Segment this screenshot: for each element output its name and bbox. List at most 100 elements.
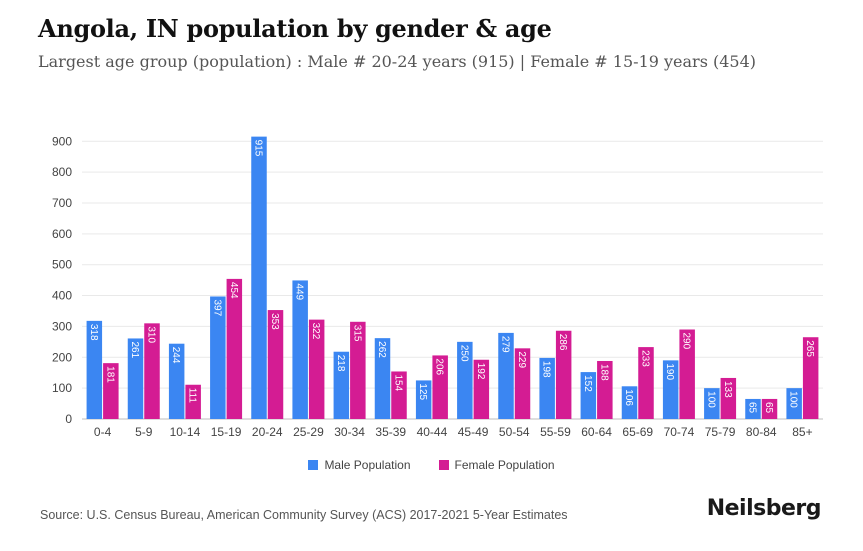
bar-female [308, 319, 325, 419]
legend-label-female: Female Population [454, 458, 555, 472]
bar-value-label-female: 154 [393, 374, 404, 391]
bar-male [662, 360, 679, 419]
y-tick-label: 0 [65, 412, 72, 426]
bar-value-label-male: 244 [170, 347, 181, 364]
bar-female [597, 360, 613, 419]
y-tick-label: 400 [52, 289, 72, 303]
y-tick-label: 600 [52, 227, 72, 241]
bar-value-label-female: 65 [763, 402, 774, 414]
x-tick-label: 85+ [792, 425, 812, 439]
bar-male [621, 386, 638, 419]
bar-male [251, 136, 267, 419]
bar-female [185, 384, 201, 419]
bar-value-label-male: 152 [582, 375, 593, 392]
legend-item-male: Male Population [308, 458, 411, 472]
bar-female [555, 330, 572, 419]
x-tick-label: 15-19 [211, 425, 242, 439]
y-tick-label: 700 [52, 196, 72, 210]
y-tick-label: 500 [52, 258, 72, 272]
chart-title: Angola, IN population by gender & age [38, 14, 552, 43]
y-tick-label: 100 [52, 381, 72, 395]
x-tick-label: 60-64 [581, 425, 612, 439]
bar-female [103, 363, 119, 419]
x-tick-label: 30-34 [334, 425, 365, 439]
bar-value-label-male: 218 [335, 355, 346, 372]
bar-female [432, 355, 448, 419]
bar-value-label-female: 206 [434, 358, 445, 375]
bar-female [514, 348, 531, 419]
bar-female [391, 371, 407, 419]
bar-chart: 0 100 200 300 400 500 600 700 800 900 318 181 0-4 261… [52, 134, 823, 439]
bar-male [704, 388, 720, 419]
bar-value-label-male: 250 [458, 345, 469, 362]
legend-label-male: Male Population [324, 458, 411, 472]
x-tick-label: 50-54 [499, 425, 530, 439]
bar-male [457, 341, 473, 419]
bar-male [498, 332, 514, 419]
y-tick-label: 200 [52, 350, 72, 364]
bar-male [374, 338, 391, 419]
bar-male [745, 398, 761, 419]
bar-value-label-male: 100 [705, 391, 716, 408]
chart-legend: Male Population Female Population [0, 458, 863, 472]
bar-male [210, 296, 226, 419]
x-tick-label: 5-9 [135, 425, 153, 439]
bar-female [638, 347, 654, 419]
bar-male [786, 388, 802, 419]
bar-female [679, 329, 695, 419]
bar-female [226, 278, 243, 419]
x-tick-label: 10-14 [170, 425, 201, 439]
bar-value-label-female: 286 [557, 334, 568, 351]
bar-value-label-male: 261 [129, 341, 140, 358]
x-tick-label: 35-39 [375, 425, 406, 439]
bar-value-label-female: 233 [640, 350, 651, 367]
bar-female [350, 321, 366, 419]
bar-value-label-female: 188 [598, 364, 609, 381]
bar-female [473, 359, 490, 419]
bar-value-label-male: 915 [253, 140, 264, 157]
bar-female [267, 310, 284, 419]
x-tick-label: 55-59 [540, 425, 571, 439]
bar-value-label-female: 133 [722, 381, 733, 398]
bar-value-label-male: 106 [623, 389, 634, 406]
bar-male [86, 320, 103, 419]
bar-value-label-male: 318 [88, 324, 99, 341]
legend-swatch-female [438, 460, 449, 470]
bar-value-label-male: 262 [376, 341, 387, 358]
bar-value-label-female: 353 [269, 313, 280, 330]
bar-value-label-male: 397 [211, 299, 222, 316]
bar-male [415, 380, 432, 419]
bar-value-label-female: 454 [228, 282, 239, 299]
bar-value-label-female: 111 [187, 388, 198, 404]
chart-subtitle: Largest age group (population) : Male # … [38, 52, 757, 71]
x-tick-label: 65-69 [622, 425, 653, 439]
bar-value-label-female: 192 [475, 363, 486, 380]
x-tick-label: 45-49 [458, 425, 489, 439]
x-tick-label: 20-24 [252, 425, 283, 439]
bar-value-label-male: 449 [294, 283, 305, 300]
y-tick-label: 800 [52, 165, 72, 179]
bar-value-label-female: 181 [104, 366, 115, 383]
bar-male [168, 343, 185, 419]
bar-male [292, 280, 308, 419]
x-tick-label: 25-29 [293, 425, 324, 439]
bar-value-label-female: 290 [681, 333, 692, 350]
bar-value-label-female: 310 [146, 326, 157, 343]
x-tick-label: 0-4 [94, 425, 112, 439]
bar-value-label-female: 315 [351, 325, 362, 342]
x-tick-label: 40-44 [417, 425, 448, 439]
x-tick-label: 70-74 [664, 425, 695, 439]
bar-value-label-female: 322 [310, 323, 321, 340]
legend-item-female: Female Population [438, 458, 555, 472]
source-note: Source: U.S. Census Bureau, American Com… [40, 508, 568, 522]
bar-male [539, 357, 555, 419]
bar-male [580, 372, 597, 419]
bar-value-label-male: 190 [664, 363, 675, 380]
bar-male [127, 338, 144, 419]
bar-value-label-male: 65 [747, 402, 758, 414]
bar-value-label-male: 125 [417, 383, 428, 400]
brand-logo: Neilsberg [706, 496, 822, 521]
bar-value-label-male: 198 [541, 361, 552, 378]
bar-value-label-male: 100 [788, 391, 799, 408]
bar-value-label-male: 279 [500, 336, 511, 353]
